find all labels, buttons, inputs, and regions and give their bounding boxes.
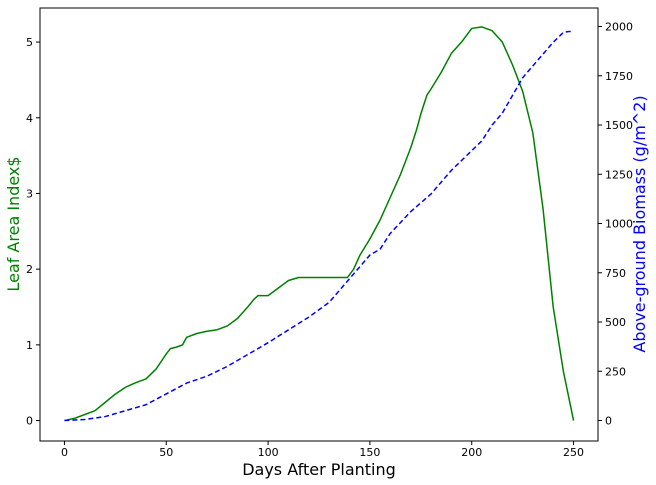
lai-series-line bbox=[64, 26, 575, 422]
series-group bbox=[64, 26, 575, 422]
left-tick-label: 1 bbox=[26, 339, 33, 352]
right-tick-label: 0 bbox=[605, 415, 612, 428]
right-tick-label: 500 bbox=[605, 316, 626, 329]
right-tick-label: 2000 bbox=[605, 21, 633, 34]
x-axis-ticks: 0 50 100 150 200 250 bbox=[61, 441, 584, 459]
plot-frame bbox=[39, 7, 599, 442]
x-tick-label: 250 bbox=[563, 446, 584, 459]
x-tick-label: 0 bbox=[61, 446, 68, 459]
biomass-series-line bbox=[64, 30, 574, 422]
x-tick-label: 100 bbox=[258, 446, 279, 459]
left-axis-title: Leaf Area Index$ bbox=[4, 156, 23, 291]
left-tick-label: 4 bbox=[26, 112, 33, 125]
left-tick-label: 2 bbox=[26, 263, 33, 276]
right-tick-label: 1750 bbox=[605, 70, 633, 83]
right-tick-label: 1000 bbox=[605, 218, 633, 231]
left-tick-label: 3 bbox=[26, 187, 33, 200]
left-axis-ticks: 0 1 2 3 4 5 bbox=[26, 36, 40, 428]
x-tick-label: 200 bbox=[461, 446, 482, 459]
right-axis-ticks: 0 250 500 750 1000 1250 1500 1750 2000 bbox=[598, 21, 633, 428]
x-tick-label: 50 bbox=[159, 446, 173, 459]
x-axis-title: Days After Planting bbox=[242, 460, 396, 479]
right-tick-label: 1500 bbox=[605, 119, 633, 132]
right-tick-label: 750 bbox=[605, 267, 626, 280]
left-tick-label: 0 bbox=[26, 415, 33, 428]
left-tick-label: 5 bbox=[26, 36, 33, 49]
x-tick-label: 150 bbox=[359, 446, 380, 459]
right-tick-label: 1250 bbox=[605, 168, 633, 181]
right-axis-title: Above-ground Biomass (g/m^2) bbox=[630, 95, 649, 352]
right-tick-label: 250 bbox=[605, 365, 626, 378]
